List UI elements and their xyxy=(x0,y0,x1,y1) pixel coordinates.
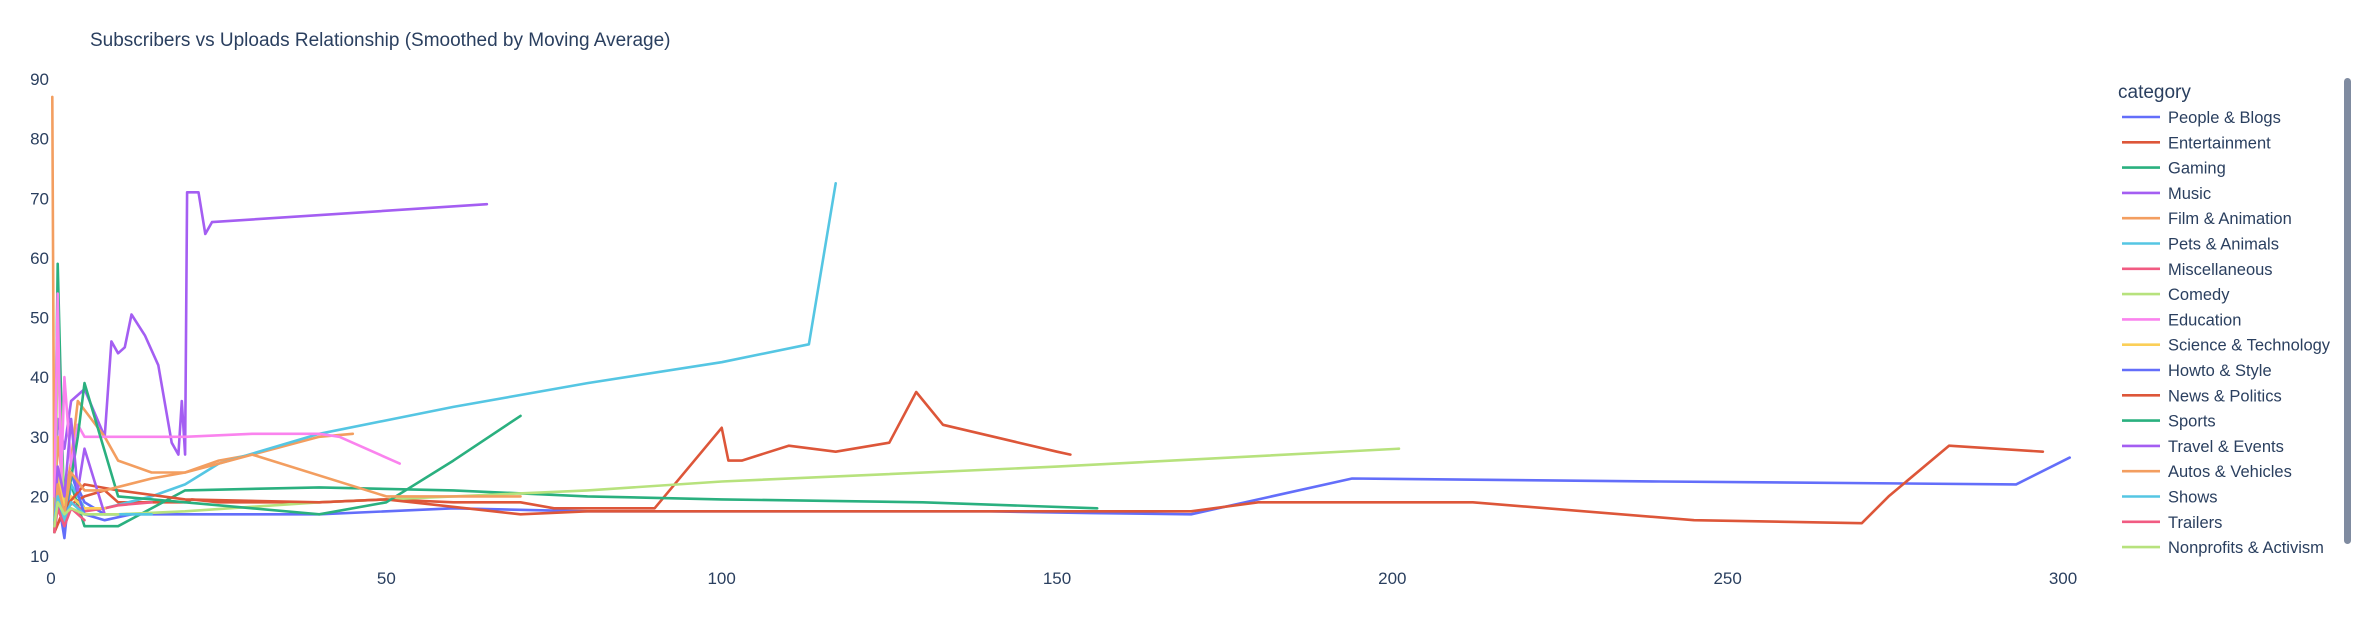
x-tick-label: 50 xyxy=(377,569,396,588)
legend-label: Film & Animation xyxy=(2168,210,2292,228)
x-tick-label: 100 xyxy=(707,569,735,588)
legend: category People & Blogs Entertainment Gami… xyxy=(2118,82,2331,557)
legend-label: Miscellaneous xyxy=(2168,261,2273,279)
chart-title: Subscribers vs Uploads Relationship (Smo… xyxy=(90,30,671,51)
series-line[interactable] xyxy=(53,500,120,528)
legend-scrollbar[interactable] xyxy=(2344,78,2351,544)
x-tick-label: 0 xyxy=(46,569,55,588)
legend-item[interactable]: Music xyxy=(2122,185,2211,203)
y-tick-label: 80 xyxy=(30,130,49,149)
legend-item[interactable]: Comedy xyxy=(2122,286,2230,304)
legend-label: Science & Technology xyxy=(2168,337,2331,355)
legend-label: Gaming xyxy=(2168,160,2226,178)
legend-items: People & Blogs Entertainment Gaming Music Fi… xyxy=(2122,109,2331,557)
y-tick-label: 60 xyxy=(30,249,49,268)
y-tick-label: 10 xyxy=(30,547,49,566)
series-line[interactable] xyxy=(53,417,106,528)
legend-label: Pets & Animals xyxy=(2168,236,2279,254)
y-tick-label: 50 xyxy=(30,309,49,328)
legend-item[interactable]: Film & Animation xyxy=(2122,210,2292,228)
legend-item[interactable]: Pets & Animals xyxy=(2122,236,2279,254)
legend-label: Music xyxy=(2168,185,2211,203)
y-tick-label: 70 xyxy=(30,189,49,208)
y-tick-label: 40 xyxy=(30,368,49,387)
legend-label: Howto & Style xyxy=(2168,362,2272,380)
series-line[interactable] xyxy=(53,381,522,534)
legend-item[interactable]: Miscellaneous xyxy=(2122,261,2273,279)
legend-label: Nonprofits & Activism xyxy=(2168,539,2324,557)
series-line[interactable] xyxy=(53,182,838,534)
legend-label: Entertainment xyxy=(2168,134,2271,152)
plot-area xyxy=(50,95,2071,540)
legend-item[interactable]: People & Blogs xyxy=(2122,109,2281,127)
series-line[interactable] xyxy=(53,453,522,534)
legend-item[interactable]: Gaming xyxy=(2122,160,2226,178)
legend-item[interactable]: Science & Technology xyxy=(2122,337,2331,355)
legend-item[interactable]: Travel & Events xyxy=(2122,438,2284,456)
legend-label: News & Politics xyxy=(2168,387,2282,405)
legend-label: Education xyxy=(2168,311,2241,329)
legend-item[interactable]: Shows xyxy=(2122,489,2218,507)
x-axis-ticks: 0 50 100 150 200 250 300 xyxy=(46,569,2077,588)
legend-item[interactable]: Trailers xyxy=(2122,514,2222,532)
legend-item[interactable]: Howto & Style xyxy=(2122,362,2272,380)
legend-item[interactable]: Autos & Vehicles xyxy=(2122,463,2292,481)
legend-label: Autos & Vehicles xyxy=(2168,463,2292,481)
y-tick-label: 30 xyxy=(30,428,49,447)
legend-item[interactable]: Entertainment xyxy=(2122,134,2271,152)
x-tick-label: 300 xyxy=(2049,569,2077,588)
legend-item[interactable]: Nonprofits & Activism xyxy=(2122,539,2324,557)
x-tick-label: 150 xyxy=(1043,569,1071,588)
y-axis-ticks: 10 20 30 40 50 60 70 80 90 xyxy=(30,70,49,566)
legend-item[interactable]: Sports xyxy=(2122,413,2216,431)
legend-label: People & Blogs xyxy=(2168,109,2281,127)
series-line[interactable] xyxy=(53,292,402,498)
legend-label: Comedy xyxy=(2168,286,2230,304)
legend-item[interactable]: News & Politics xyxy=(2122,387,2282,405)
y-tick-label: 20 xyxy=(30,487,49,506)
x-tick-label: 200 xyxy=(1378,569,1406,588)
legend-title: category xyxy=(2118,82,2191,103)
series-line[interactable] xyxy=(53,444,2045,534)
y-tick-label: 90 xyxy=(30,70,49,89)
legend-label: Travel & Events xyxy=(2168,438,2284,456)
legend-label: Shows xyxy=(2168,489,2218,507)
series-line[interactable] xyxy=(53,191,489,528)
legend-label: Sports xyxy=(2168,413,2216,431)
legend-label: Trailers xyxy=(2168,514,2222,532)
legend-item[interactable]: Education xyxy=(2122,311,2241,329)
x-tick-label: 250 xyxy=(1713,569,1741,588)
